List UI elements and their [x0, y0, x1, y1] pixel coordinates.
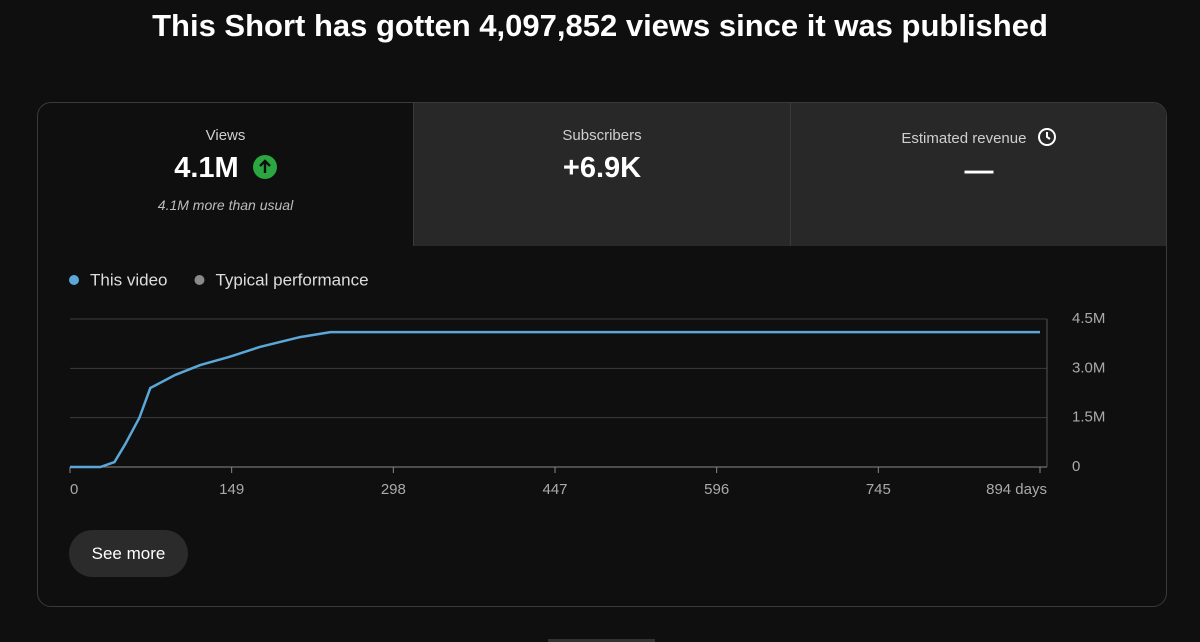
y-tick-label: 0: [1072, 458, 1080, 475]
subscribers-tab[interactable]: Subscribers +6.9K: [413, 103, 790, 246]
y-tick-label: 1.5M: [1072, 409, 1105, 426]
x-tick-label: 447: [542, 481, 567, 498]
card-value: 4.1M: [38, 152, 413, 185]
revenue-tab[interactable]: Estimated revenue —: [790, 103, 1166, 246]
legend-dot: [69, 275, 79, 285]
x-tick-label: 745: [866, 481, 891, 498]
legend-label: This video: [90, 270, 167, 289]
card-value: +6.9K: [562, 152, 642, 184]
y-tick-label: 3.0M: [1072, 359, 1105, 376]
legend-label: Typical performance: [215, 270, 368, 289]
card-label-text: Estimated revenue: [901, 130, 1027, 147]
see-more-button[interactable]: See more: [69, 530, 188, 577]
x-tick-label: 0: [70, 481, 78, 498]
x-tick-label: 894 days: [986, 481, 1047, 498]
x-tick-label: 149: [219, 481, 244, 498]
card-value-text: 4.1M: [174, 152, 239, 184]
legend-dot: [194, 275, 205, 285]
card-note: 4.1M more than usual: [157, 197, 294, 213]
up-icon: [252, 155, 277, 179]
card-label: Views: [205, 127, 246, 144]
analytics-card: Views 4.1M 4.1M more than usual Subscrib…: [37, 102, 1167, 607]
x-tick-label: 298: [381, 481, 406, 498]
scroll-indicator: [548, 639, 655, 642]
card-label: Subscribers: [562, 127, 642, 144]
views-tab[interactable]: Views 4.1M 4.1M more than usual: [38, 103, 413, 246]
series-line: [70, 330, 1040, 469]
card-label: Estimated revenue: [791, 127, 1166, 147]
page-title: This Short has gotten 4,097,852 views si…: [152, 8, 1048, 43]
card-value: —: [964, 155, 994, 187]
x-tick-label: 596: [704, 481, 729, 498]
y-tick-label: 4.5M: [1072, 310, 1105, 327]
clock-icon: [1037, 128, 1056, 146]
